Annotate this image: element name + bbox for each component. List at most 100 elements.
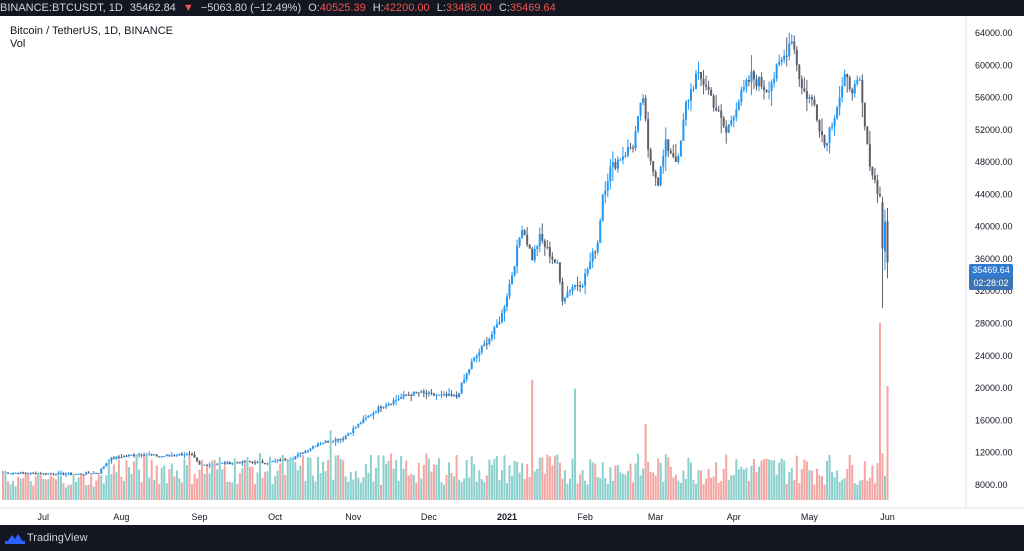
tradingview-brand[interactable]: TradingView [27,532,88,544]
volume-bar [276,470,279,500]
volume-bar [72,474,75,500]
candle-body [828,127,831,144]
candle-body [848,77,851,90]
volume-bar [485,475,488,500]
volume-bar [274,476,277,500]
volume-bar [521,463,524,500]
candle-body [453,395,456,397]
candle-body [170,455,173,457]
candle-body [493,327,496,335]
candle-body [775,64,778,79]
candle-body [427,392,430,395]
volume-bar [821,476,823,500]
candle-body [395,399,398,401]
candle-body [435,395,438,397]
candle-body [876,180,879,195]
volume-bar [596,476,599,500]
volume-bar [27,474,30,500]
candle-body [420,391,423,393]
candle-body [407,394,410,396]
candle-body [115,456,118,460]
candle-body [712,95,715,108]
last-price: 35462.84 [129,2,176,14]
candle-body [443,393,445,395]
volume-bar [848,454,851,500]
candle-body [319,443,322,445]
volume-bar [518,472,521,500]
volume-bar [448,462,451,500]
volume-bar [120,476,123,500]
candle-body [871,166,874,176]
volume-bar [185,465,188,500]
volume-bar [516,461,519,500]
price-chart[interactable]: 8000.00 12000.00 16000.00 20000.00 24000.00 2… [0,16,1024,525]
candle-body [9,473,12,475]
volume-bar [191,483,193,500]
candle-body [591,251,594,262]
candle-body [750,71,753,82]
candle-body [581,285,584,287]
volume-bar [59,476,62,500]
candle-body [448,393,451,396]
volume-bar [24,474,27,500]
candle-body [745,80,748,88]
volume-bar [352,479,355,500]
countdown-tag: 02:28:02 [969,277,1013,290]
candle-body [339,438,342,441]
candle-body [465,373,468,380]
volume-bar [62,483,65,500]
volume-bar [387,460,390,500]
candle-body [805,90,808,99]
volume-bar [339,459,342,500]
volume-bar [445,474,448,500]
candle-body [57,472,60,475]
volume-bar [498,480,501,500]
volume-bar [44,479,47,500]
y-tick-label: 8000.00 [975,480,1008,490]
candle-body [831,125,834,128]
volume-bar [652,472,655,500]
x-tick-label: Dec [421,512,438,522]
volume-bar [783,460,786,500]
volume-bar [153,479,156,500]
volume-bar [500,470,503,500]
volume-bar [407,475,410,500]
candle-body [624,155,627,157]
y-tick-label: 64000.00 [975,28,1013,38]
candle-body [611,162,614,167]
volume-bar [213,459,216,500]
volume-bar [440,482,443,500]
volume-bar [629,463,632,500]
volume-bar [117,460,120,500]
candle-body [531,248,534,261]
volume-bar [853,483,856,500]
x-tick-label: Nov [345,512,362,522]
volume-bar [470,456,473,500]
volume-bar [281,454,284,500]
volume-bar [624,474,627,500]
y-tick-label: 40000.00 [975,222,1013,232]
candle-body [97,473,100,475]
volume-bar [405,460,408,500]
volume-bar [168,469,171,500]
volume-bar [697,469,700,500]
volume-bar [868,477,871,500]
candle-body [440,394,443,396]
volume-bar [140,482,143,500]
chart-pane[interactable]: 8000.00 12000.00 16000.00 20000.00 24000.00 2… [0,16,1024,525]
candle-body [526,234,529,245]
volume-bar [397,480,400,500]
candle-body [314,446,317,448]
volume-bar [780,458,783,500]
volume-bar [42,478,45,500]
volume-bar [513,460,516,500]
candle-body [546,246,549,248]
symbol-label[interactable]: BINANCE:BTCUSDT, 1D [0,2,123,14]
volume-bar [193,474,196,500]
volume-bar [632,482,634,500]
candle-body [841,86,844,98]
volume-bar [732,474,735,500]
volume-bar [773,460,776,500]
candle-body [7,472,10,474]
volume-bar [725,454,728,500]
